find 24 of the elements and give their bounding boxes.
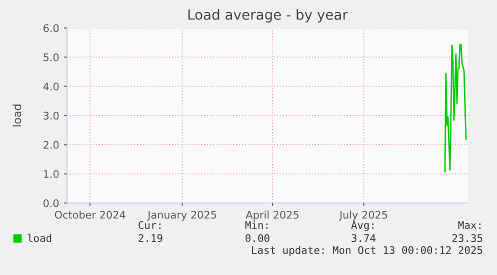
y-tick-label: 1.0 xyxy=(44,170,59,178)
y-tick-label: 2.0 xyxy=(44,140,59,149)
x-tick-label: April 2025 xyxy=(246,210,298,221)
text: Avg: xyxy=(351,221,374,232)
y-tick-label: 0.0 xyxy=(43,199,59,208)
x-tick-label: October 2024 xyxy=(54,210,126,219)
x-tick-label: January 2025 xyxy=(147,210,216,221)
text: Last update: Mon Oct 13 00:00:12 2025 xyxy=(252,246,482,256)
y-tick-label: 4.0 xyxy=(43,82,59,90)
chart-title: Load average - by year xyxy=(188,9,348,23)
line-series xyxy=(444,44,467,172)
y-tick-label: 5.0 xyxy=(44,53,59,62)
text: 23.35 xyxy=(452,234,482,242)
y-tick-label: 6.0 xyxy=(44,24,59,32)
x-tick-label: July 2025 xyxy=(338,210,388,221)
text: Max: xyxy=(458,221,480,230)
text: Min: xyxy=(245,220,268,229)
text: 2.19 xyxy=(138,234,162,242)
y-axis-title: load xyxy=(12,104,22,126)
text: Cur: xyxy=(138,221,160,230)
y-tick-label: 3.0 xyxy=(44,112,59,120)
text: 0.00 xyxy=(246,234,270,242)
legend-label: load xyxy=(28,234,52,242)
text: 3.74 xyxy=(352,234,376,242)
